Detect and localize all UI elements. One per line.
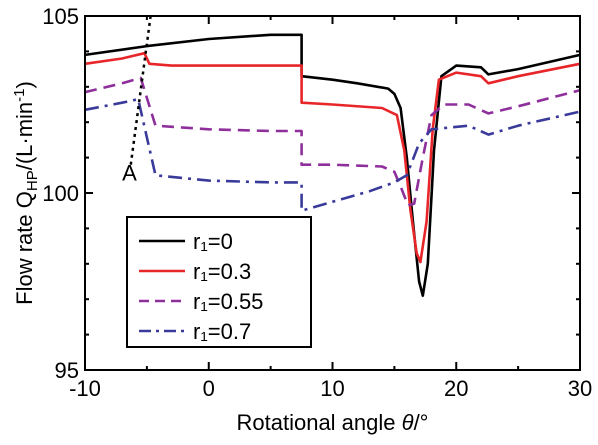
y-tick-label: 95 [55, 358, 79, 383]
y-title-close: ) [12, 81, 37, 88]
series-line-r1-0.55 [84, 76, 581, 207]
x-tick-label: 10 [320, 376, 344, 401]
legend-label-r1-0.7: r₁=0.7 [193, 319, 251, 344]
series-layer [84, 33, 581, 297]
y-title-prefix: Flow rate Q [12, 191, 37, 305]
x-title-symbol: θ [402, 410, 414, 435]
series-line-r1-0.3 [84, 51, 581, 264]
series-line-r1-0 [84, 33, 581, 297]
y-title-sub: HP [24, 170, 41, 191]
legend: r₁=0 r₁=0.3 r₁=0.55 r₁=0.7 [126, 216, 312, 348]
y-axis: 95 100 105 [42, 4, 580, 383]
legend-label-r1-0.55: r₁=0.55 [193, 289, 263, 314]
x-title-suffix: /° [414, 410, 429, 435]
x-tick-label: -10 [69, 376, 101, 401]
y-title-sup: -1 [11, 88, 28, 101]
x-tick-label: 0 [203, 376, 215, 401]
y-tick-label: 105 [42, 4, 79, 29]
x-tick-label: 30 [568, 376, 592, 401]
legend-label-r1-0: r₁=0 [193, 229, 233, 254]
legend-box [126, 216, 312, 348]
x-axis: -10 0 10 20 30 [69, 16, 592, 401]
series-line-r1-0.7 [84, 97, 581, 212]
y-tick-label: 100 [42, 181, 79, 206]
legend-label-r1-0.3: r₁=0.3 [193, 259, 251, 284]
y-axis-title: Flow rate QHP/(L·min-1) [11, 81, 41, 305]
y-title-suffix: /(L·min [12, 102, 37, 170]
annotation-a-label: A [122, 161, 137, 186]
x-title-prefix: Rotational angle [237, 410, 402, 435]
x-tick-label: 20 [444, 376, 468, 401]
x-axis-title: Rotational angle θ/° [237, 410, 429, 435]
